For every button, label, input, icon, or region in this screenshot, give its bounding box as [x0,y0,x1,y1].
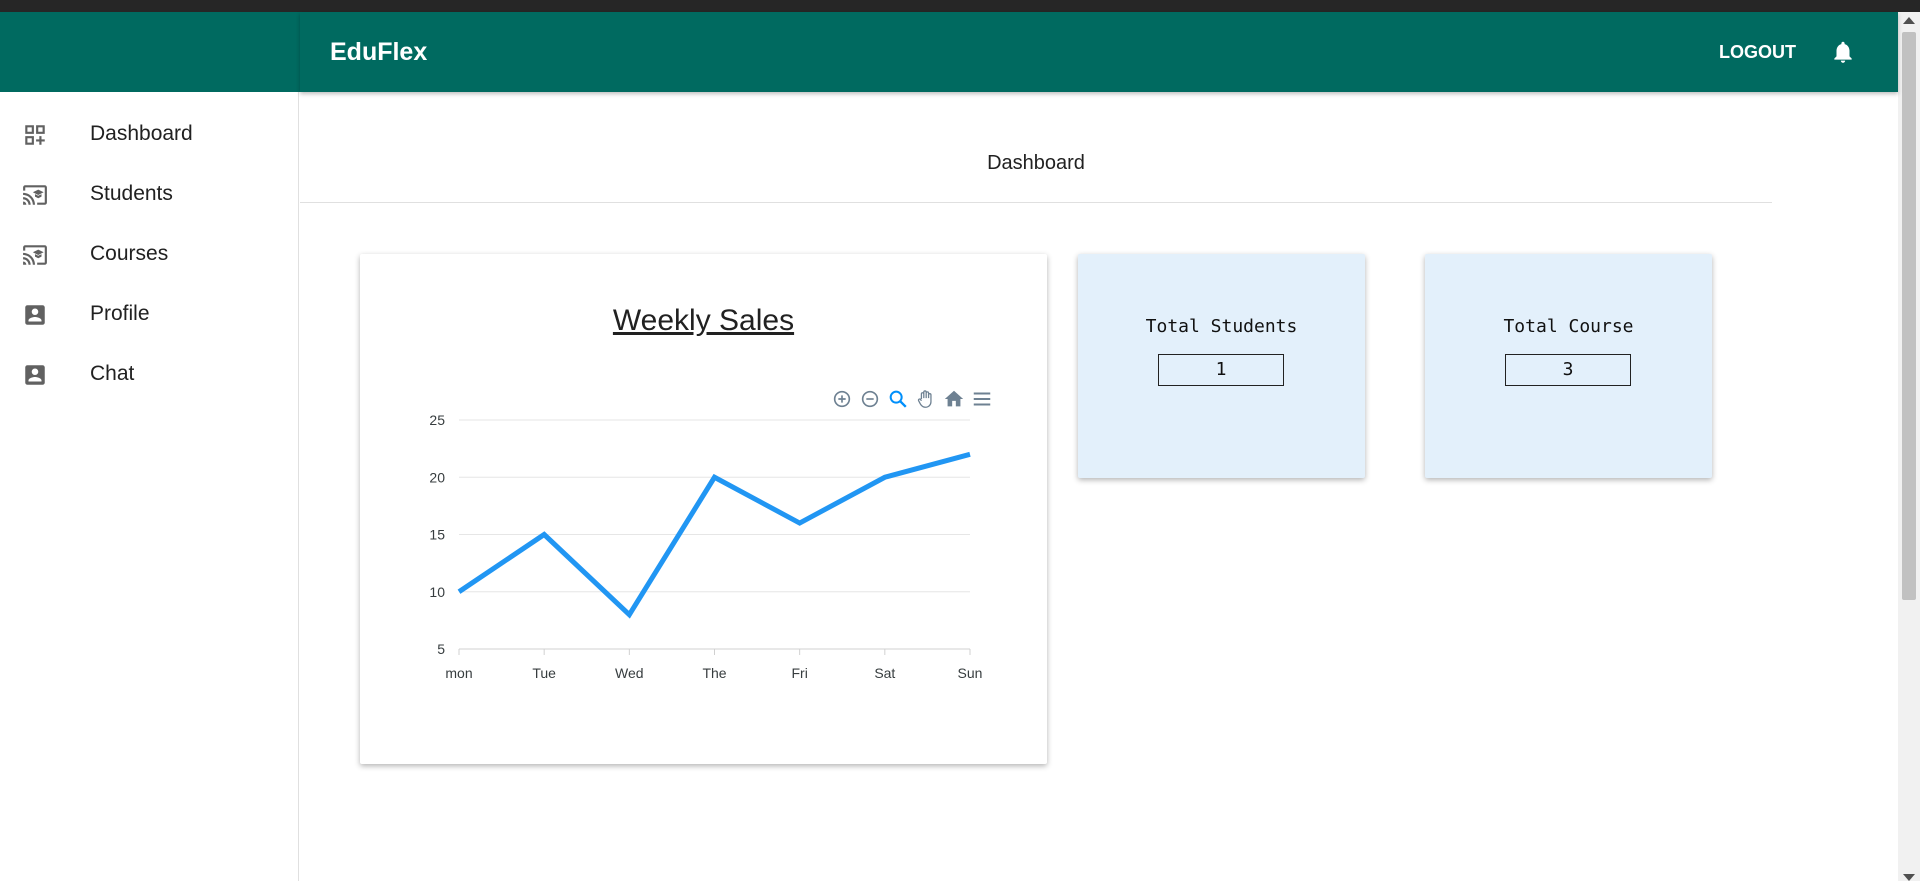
total-students-title: Total Students [1145,316,1298,337]
x-tick-label: Sun [958,665,983,681]
zoom-in-icon[interactable] [830,388,854,410]
heading-divider [300,202,1772,203]
dashboard-add-icon [25,125,45,145]
scroll-down-arrow-icon[interactable] [1903,874,1915,881]
sidebar-item-label: Dashboard [90,122,193,145]
page-scrollbar[interactable] [1898,12,1920,881]
page-title: Dashboard [987,152,1085,174]
weekly-sales-card: Weekly Sales 5 10 15 20 25 mon Tue Wed The Fri Sat… [360,254,1047,764]
x-tick-label: Tue [532,665,556,681]
chart-title: Weekly Sales [612,304,795,337]
y-tick-label: 5 [437,641,445,657]
y-tick-label: 25 [429,412,445,428]
scroll-up-arrow-icon[interactable] [1903,17,1915,24]
x-tick-label: Sat [874,665,895,681]
total-course-value: 3 [1505,354,1631,386]
app-bar: EduFlex LOGOUT [300,12,1898,92]
total-students-value: 1 [1158,354,1284,386]
app-title: EduFlex [330,38,428,66]
sidebar-item-label: Profile [90,302,150,325]
y-tick-label: 15 [429,527,445,543]
x-tick-label: mon [445,665,472,681]
selection-zoom-icon[interactable] [886,388,910,410]
zoom-out-icon[interactable] [858,388,882,410]
cast-education-icon [23,245,47,265]
sidebar: Dashboard Students Courses Profile Chat [0,92,299,881]
account-box-icon [25,305,45,325]
sidebar-item-chat[interactable]: Chat [0,344,298,404]
scroll-thumb[interactable] [1902,32,1916,600]
appbar-left-section [0,12,300,92]
series-line [457,451,971,619]
y-tick-label: 10 [429,584,445,600]
x-tick-label: Wed [615,665,644,681]
total-course-card: Total Course 3 [1425,254,1712,478]
sidebar-item-profile[interactable]: Profile [0,284,298,344]
sidebar-item-label: Chat [90,362,135,385]
sidebar-item-students[interactable]: Students [0,164,298,224]
cast-education-icon [23,185,47,205]
sidebar-item-dashboard[interactable]: Dashboard [0,104,298,164]
y-tick-label: 20 [429,469,445,485]
total-students-card: Total Students 1 [1078,254,1365,478]
x-tick-label: The [702,665,726,681]
sidebar-item-courses[interactable]: Courses [0,224,298,284]
menu-icon[interactable] [970,388,994,410]
browser-top-strip [0,0,1920,12]
bell-icon[interactable] [1830,39,1856,65]
reset-home-icon[interactable] [942,388,966,410]
total-course-title: Total Course [1503,316,1634,337]
sidebar-item-label: Students [90,182,173,205]
chart-toolbar [830,388,994,410]
logout-button[interactable]: LOGOUT [1719,42,1796,62]
line-chart: 5 10 15 20 25 mon Tue Wed The Fri Sat Sun [429,412,983,681]
sidebar-item-label: Courses [90,242,169,265]
pan-icon[interactable] [914,388,938,410]
account-box-icon [25,365,45,385]
x-tick-label: Fri [792,665,808,681]
